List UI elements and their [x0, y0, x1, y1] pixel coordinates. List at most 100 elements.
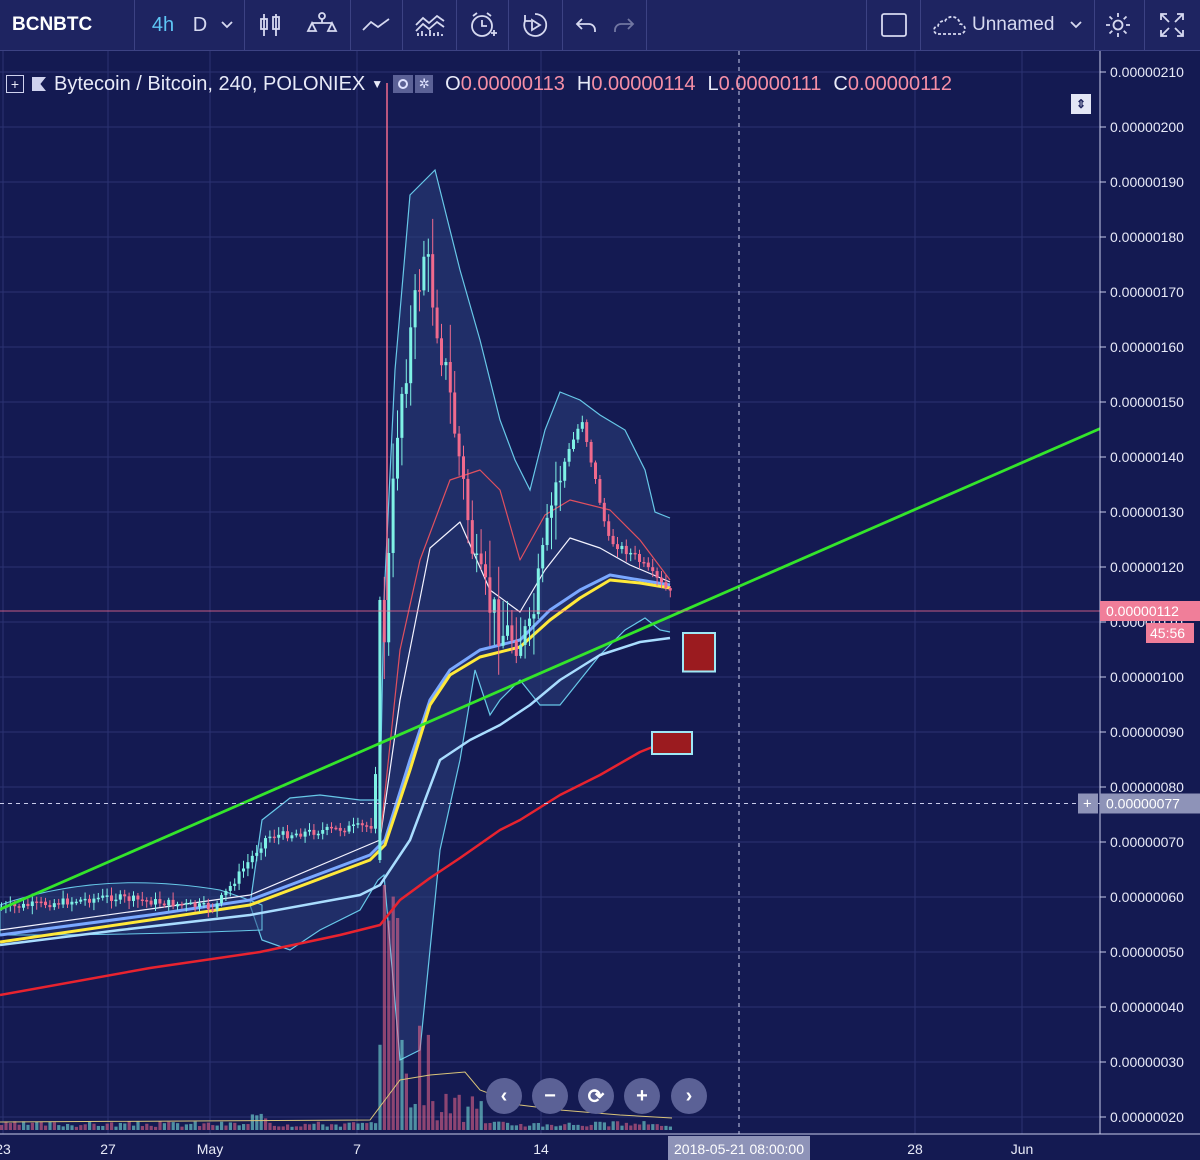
scroll-left-button[interactable]: ‹ [486, 1078, 522, 1114]
reset-chart-button[interactable]: ⟳ [578, 1078, 614, 1114]
candle-body [418, 290, 421, 292]
volume-bar [220, 1121, 224, 1130]
volume-bar [338, 1126, 342, 1130]
volume-bar [523, 1126, 527, 1130]
volume-bar [132, 1125, 136, 1130]
candle-body [497, 599, 501, 646]
volume-bar [48, 1121, 52, 1130]
candle-body [299, 833, 303, 837]
candle-body [184, 902, 188, 905]
candle-body [272, 836, 276, 839]
alert-icon[interactable] [462, 0, 504, 50]
toolbar-divider [350, 0, 351, 50]
candle-body [61, 898, 65, 905]
symbol-search-button[interactable]: BCNBTC [12, 14, 93, 35]
candle-body [664, 582, 668, 589]
time-tick-label: 27 [100, 1141, 116, 1157]
price-tick-label: 0.00000210 [1110, 64, 1184, 80]
layout-name[interactable]: Unnamed [972, 14, 1055, 35]
crosshair-price-label: 0.00000077 [1106, 796, 1180, 812]
compare-icon[interactable] [408, 0, 452, 50]
layout-chevron-down-icon[interactable] [1064, 0, 1088, 50]
candle-body [567, 448, 571, 462]
volume-bar [602, 1122, 606, 1130]
interval-d-button[interactable]: D [192, 13, 208, 36]
volume-bar [35, 1121, 39, 1130]
line-icon[interactable] [356, 0, 396, 50]
volume-bar [585, 1126, 589, 1130]
symbol-title[interactable]: Bytecoin / Bitcoin, 240, POLONIEX [54, 72, 366, 95]
candle-body [158, 899, 162, 904]
candle-body [611, 535, 615, 545]
candle-body [343, 830, 347, 833]
volume-bar [558, 1125, 562, 1130]
candle-body [180, 904, 184, 906]
indicators-icon[interactable] [300, 0, 344, 50]
volume-bar [167, 1121, 171, 1130]
volume-bar [189, 1123, 193, 1130]
price-chart[interactable]: 0.00000210 0.00000200 0.00000190 0.00000180… [0, 51, 1200, 1160]
price-tick-label: 0.00000200 [1110, 119, 1184, 135]
volume-bar [356, 1123, 360, 1130]
settings-small-icon[interactable]: ✲ [415, 75, 434, 93]
candle-body [96, 897, 100, 900]
volume-bar [404, 1073, 408, 1130]
volume-bar [149, 1125, 153, 1130]
volume-bar [391, 896, 395, 1130]
zoom-out-button[interactable]: − [532, 1078, 568, 1114]
fullscreen-icon[interactable] [1150, 0, 1194, 50]
volume-bar [44, 1125, 48, 1130]
candle-body [448, 362, 452, 393]
candle-body [140, 899, 144, 902]
candle-body [66, 898, 69, 905]
volume-bar [246, 1124, 250, 1130]
candle-body [624, 545, 628, 555]
volume-bar [180, 1126, 184, 1130]
candle-body [202, 902, 206, 905]
candle-body [660, 577, 663, 583]
gear-icon[interactable] [1100, 0, 1136, 50]
volume-bar [281, 1126, 285, 1130]
layout-square-icon[interactable] [874, 0, 914, 50]
candle-body [501, 635, 505, 646]
candle-body [215, 903, 219, 910]
candle-body [607, 521, 611, 536]
volume-bar [616, 1121, 620, 1130]
candles-icon[interactable] [250, 0, 290, 50]
volume-bar [127, 1121, 131, 1130]
volume-bar [413, 1103, 417, 1130]
scroll-right-button[interactable]: › [671, 1078, 707, 1114]
candle-body [554, 482, 558, 506]
candle-body [633, 552, 637, 555]
volume-bar [321, 1124, 325, 1130]
candle-body [572, 439, 575, 449]
cloud-icon[interactable] [928, 0, 968, 50]
volume-bar [382, 884, 386, 1130]
volume-bar [484, 1123, 488, 1130]
volume-ma-line [0, 1071, 673, 1123]
time-tick-label: 23 [0, 1141, 11, 1157]
eye-icon[interactable] [393, 75, 414, 93]
interval-4h-button[interactable]: 4h [151, 13, 175, 36]
collapse-icon[interactable]: + [6, 75, 24, 93]
zoom-in-button[interactable]: + [624, 1078, 660, 1114]
scale-toggle-icon[interactable]: ⇕ [1071, 94, 1091, 114]
countdown-tag [1146, 623, 1194, 643]
candle-body [396, 437, 399, 479]
price-tick-label: 0.00000050 [1110, 944, 1184, 960]
volume-bar [162, 1123, 166, 1130]
candle-body [519, 644, 523, 656]
price-tick-label: 0.00000080 [1110, 779, 1184, 795]
interval-chevron-down-icon[interactable] [216, 0, 238, 50]
replay-icon[interactable] [514, 0, 556, 50]
time-tick-label: 7 [353, 1141, 361, 1157]
volume-bar [184, 1124, 188, 1130]
redo-icon[interactable] [606, 0, 642, 50]
volume-bar [57, 1125, 61, 1130]
toolbar-divider [646, 0, 647, 50]
time-tick-label: 14 [533, 1141, 549, 1157]
candle-body [400, 393, 404, 438]
symbol-chevron-down-icon[interactable]: ▼ [371, 77, 384, 91]
candle-body [550, 505, 553, 518]
undo-icon[interactable] [568, 0, 604, 50]
